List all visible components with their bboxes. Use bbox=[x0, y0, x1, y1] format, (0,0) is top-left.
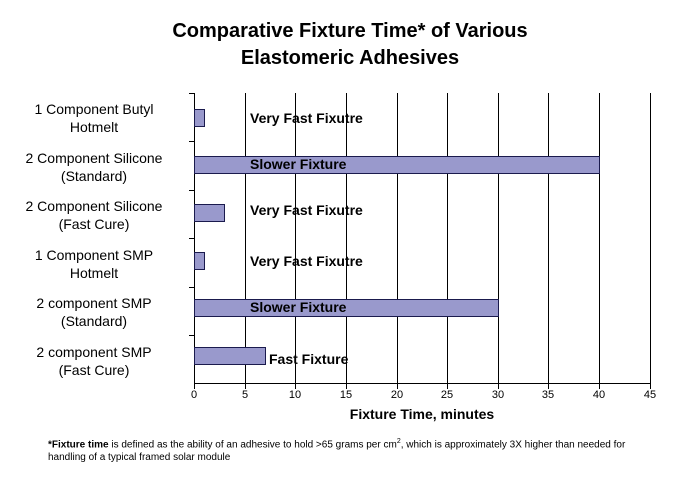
category-label-line: (Standard) bbox=[60, 313, 128, 329]
x-tick-label: 15 bbox=[339, 389, 353, 401]
x-tick bbox=[346, 384, 347, 389]
category-label: 2 Component Silicone (Standard) bbox=[4, 149, 184, 185]
chart-title-line-2: Elastomeric Adhesives bbox=[240, 47, 460, 69]
gridline bbox=[295, 93, 296, 384]
bar bbox=[194, 347, 266, 365]
x-tick bbox=[650, 384, 651, 389]
bar bbox=[194, 156, 601, 174]
footnote-text: is defined as the ability of an adhesive… bbox=[108, 439, 397, 451]
category-label-line: (Fast Cure) bbox=[58, 362, 130, 378]
category-label-line: 2 component SMP bbox=[36, 344, 152, 360]
bar-annotation: Very Fast Fixutre bbox=[250, 202, 363, 218]
chart-title-line-1: Comparative Fixture Time* of Various bbox=[172, 20, 528, 42]
x-tick bbox=[447, 384, 448, 389]
bar-annotation: Fast Fixture bbox=[269, 351, 349, 367]
bar-annotation: Very Fast Fixutre bbox=[250, 110, 363, 126]
x-axis bbox=[194, 383, 651, 384]
category-label-line: Hotmelt bbox=[69, 265, 119, 281]
x-tick bbox=[245, 384, 246, 389]
y-tick bbox=[189, 190, 194, 191]
category-label-line: 2 component SMP bbox=[36, 295, 152, 311]
bar-annotation: Slower Fixture bbox=[250, 156, 347, 172]
category-label-line: 1 Component SMP bbox=[34, 247, 154, 263]
footnote: *Fixture time is defined as the ability … bbox=[48, 435, 658, 464]
x-axis-title: Fixture Time, minutes bbox=[349, 406, 495, 422]
bar-annotation: Slower Fixture bbox=[250, 299, 347, 315]
category-label-line: 2 Component Silicone bbox=[25, 150, 163, 166]
x-tick-label: 25 bbox=[440, 389, 454, 401]
category-label-line: (Standard) bbox=[60, 168, 128, 184]
bar bbox=[194, 204, 226, 222]
x-tick-label: 40 bbox=[592, 389, 606, 401]
x-tick-label: 35 bbox=[541, 389, 555, 401]
gridline bbox=[245, 93, 246, 384]
bar bbox=[194, 299, 499, 317]
gridline bbox=[599, 93, 600, 384]
bar bbox=[194, 109, 206, 127]
x-tick-label: 0 bbox=[190, 389, 198, 401]
x-tick bbox=[498, 384, 499, 389]
category-label-line: 1 Component Butyl bbox=[34, 101, 154, 117]
category-label: 1 Component Butyl Hotmelt bbox=[4, 100, 184, 136]
y-tick bbox=[189, 141, 194, 142]
gridline bbox=[650, 93, 651, 384]
y-tick bbox=[189, 287, 194, 288]
footnote-term: *Fixture time bbox=[48, 439, 109, 451]
gridline bbox=[397, 93, 398, 384]
x-tick bbox=[194, 384, 195, 389]
plot-area: Very Fast Fixutre Slower Fixture Very Fa… bbox=[189, 93, 651, 389]
gridline bbox=[498, 93, 499, 384]
x-tick bbox=[295, 384, 296, 389]
category-label: 1 Component SMP Hotmelt bbox=[4, 246, 184, 282]
chart-title: Comparative Fixture Time* of Various Ela… bbox=[0, 18, 700, 72]
bar bbox=[194, 252, 206, 270]
x-tick-label: 45 bbox=[643, 389, 657, 401]
category-label-line: (Fast Cure) bbox=[58, 216, 130, 232]
y-tick bbox=[189, 93, 194, 94]
x-tick bbox=[548, 384, 549, 389]
y-tick bbox=[189, 335, 194, 336]
category-label-line: 2 Component Silicone bbox=[25, 198, 163, 214]
x-tick bbox=[397, 384, 398, 389]
gridline bbox=[346, 93, 347, 384]
x-tick-label: 20 bbox=[390, 389, 404, 401]
category-label-line: Hotmelt bbox=[69, 119, 119, 135]
category-label: 2 Component Silicone (Fast Cure) bbox=[4, 197, 184, 233]
footnote-superscript: 2 bbox=[396, 438, 401, 445]
footnote-text-cont: , which is approximately 3X higher than … bbox=[48, 439, 626, 464]
category-label: 2 component SMP (Standard) bbox=[4, 294, 184, 330]
category-label: 2 component SMP (Fast Cure) bbox=[4, 343, 184, 379]
gridline bbox=[447, 93, 448, 384]
gridline bbox=[548, 93, 549, 384]
bar-annotation: Very Fast Fixutre bbox=[250, 253, 363, 269]
y-axis bbox=[194, 93, 195, 384]
x-tick-label: 5 bbox=[241, 389, 249, 401]
y-tick bbox=[189, 238, 194, 239]
x-tick bbox=[599, 384, 600, 389]
x-tick-label: 10 bbox=[288, 389, 302, 401]
x-tick-label: 30 bbox=[491, 389, 505, 401]
